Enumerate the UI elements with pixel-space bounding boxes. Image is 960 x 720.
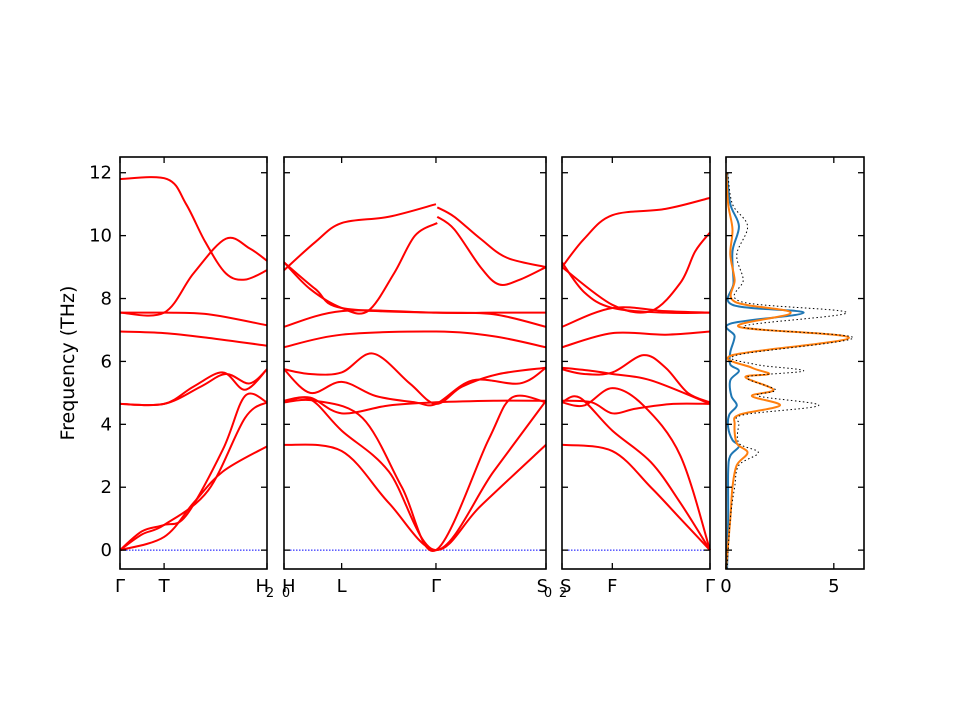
phonon-band (561, 387, 711, 551)
x-tick-label: L (337, 576, 347, 597)
phonon-band (561, 354, 711, 404)
phonon-band (283, 396, 547, 415)
phonon-band (561, 261, 711, 315)
phonon-band (561, 443, 711, 551)
y-tick-label: 2 (101, 477, 112, 498)
x-tick-label: H (282, 576, 296, 597)
dos-partial-curve (725, 172, 805, 570)
y-tick-label: 6 (101, 351, 112, 372)
phonon-band (119, 368, 268, 407)
x-tick-subscript: 2 (559, 586, 567, 601)
dos-x-tick-label: 0 (720, 576, 731, 597)
phonon-band (561, 330, 711, 349)
phonon-band (436, 215, 547, 286)
phonon-band (283, 443, 547, 552)
phonon-band (561, 196, 711, 268)
dos-frame (725, 156, 865, 570)
x-tick-subscript: 0 (282, 586, 290, 601)
x-tick-label: T (158, 576, 171, 597)
x-tick-label: F (607, 576, 617, 597)
dos-x-tick-label: 5 (828, 576, 839, 597)
phonon-band (119, 176, 268, 281)
y-tick-label: 4 (101, 414, 112, 435)
x-tick-label: S (560, 576, 571, 597)
phonon-band (283, 261, 546, 315)
y-tick-label: 0 (101, 540, 112, 561)
phonon-band (119, 401, 268, 551)
phonon-band (119, 236, 268, 317)
x-tick-subscript: 0 (544, 586, 552, 601)
band-panel: 0 2 4 6 8 10 12 Γ T H (89, 156, 269, 597)
phonon-band (283, 394, 547, 552)
phonon-band (119, 392, 268, 551)
phonon-band (561, 366, 711, 405)
y-axis-label: Frequency (THz) (57, 286, 79, 441)
x-tick-label: Γ (705, 576, 715, 597)
phonon-band (436, 206, 547, 269)
phonon-band (283, 396, 547, 552)
y-tick-label: 8 (101, 289, 112, 310)
y-tick-label: 12 (89, 163, 112, 184)
phonon-band (561, 399, 711, 415)
panel-frame (119, 156, 268, 570)
phonon-band (283, 330, 547, 349)
x-tick-subscript: 2 (266, 586, 274, 601)
phonon-band (283, 203, 437, 271)
dos-total-curve (726, 172, 854, 570)
phonon-band (283, 366, 547, 407)
x-tick-label: Γ (431, 576, 441, 597)
x-tick-label: Γ (115, 576, 125, 597)
phonon-band (119, 330, 268, 347)
panel-frame (283, 156, 547, 570)
panel-frame (561, 156, 711, 570)
x-tick-label: S (537, 576, 548, 597)
phonon-band (561, 395, 711, 551)
y-tick-label: 10 (89, 226, 112, 247)
phonon-band (283, 222, 438, 315)
phonon-band (561, 231, 711, 314)
phonon-band (283, 352, 547, 405)
x-tick-label: H (255, 576, 269, 597)
dos-partial-curve (725, 172, 850, 570)
phonon-band (119, 311, 268, 327)
